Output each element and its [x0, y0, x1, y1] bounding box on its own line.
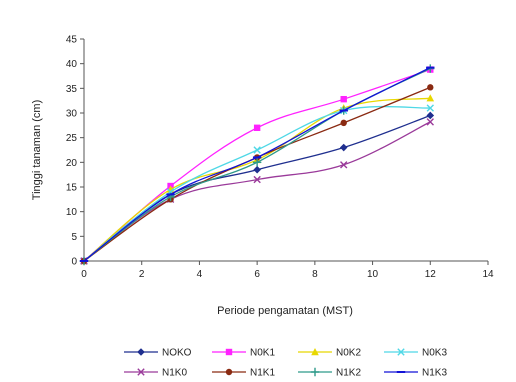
data-point-n1k0: [253, 175, 261, 184]
legend-marker-noko: [137, 348, 145, 356]
legend-marker-n0k3: [397, 348, 405, 356]
data-point-n0k1: [340, 95, 347, 103]
legend-label: NOKO: [162, 348, 192, 359]
data-point-n0k3: [426, 104, 434, 112]
y-tick-label: 5: [71, 232, 77, 243]
legend-label: N1K3: [422, 368, 447, 379]
legend-label: N0K1: [250, 348, 275, 359]
data-point-n1k1: [427, 84, 434, 91]
legend-label: N1K1: [250, 368, 275, 379]
series-line-n1k1: [83, 86, 431, 262]
x-tick-label: 10: [367, 269, 379, 280]
legend-item-n0k3: N0K3: [384, 348, 447, 359]
series-line-noko: [83, 114, 431, 262]
series-lines: [79, 64, 435, 266]
legend-label: N1K2: [336, 368, 361, 379]
axes: [83, 39, 488, 262]
x-tick-label: 2: [139, 269, 145, 280]
legend-marker-n0k2: [311, 348, 319, 356]
legend-item-n0k2: N0K2: [298, 348, 361, 359]
y-tick-label: 35: [66, 84, 78, 95]
data-point-n0k1: [253, 124, 261, 131]
series-n1k2: [79, 64, 435, 266]
data-point-n1k0: [426, 118, 434, 126]
series-n1k0: [80, 118, 434, 265]
data-point-n1k0: [340, 161, 348, 169]
y-tick-label: 10: [66, 207, 78, 218]
y-tick-label: 15: [66, 183, 78, 194]
legend-item-n0k1: N0K1: [212, 348, 275, 359]
legend: NOKO N0K1 N0K2 N0K3 N1K0 N1K1 N1K2 N1K3: [124, 348, 447, 379]
series-line-n1k0: [83, 121, 431, 262]
x-tick-label: 6: [254, 269, 260, 280]
legend-item-n1k1: N1K1: [212, 368, 275, 379]
legend-item-noko: NOKO: [124, 348, 192, 359]
legend-item-n1k2: N1K2: [298, 368, 361, 379]
y-axis-title: Tinggi tanaman (cm): [31, 100, 43, 200]
legend-item-n1k0: N1K0: [124, 368, 187, 379]
data-point-n1k2: [252, 158, 262, 167]
x-axis-title: Periode pengamatan (MST): [217, 305, 353, 317]
legend-label: N0K2: [336, 348, 361, 359]
y-tick-label: 20: [66, 158, 78, 169]
legend-label: N0K3: [422, 348, 447, 359]
y-tick-label: 25: [66, 133, 78, 144]
legend-label: N1K0: [162, 368, 187, 379]
y-axis-ticks: 0 5 10 15 20 25 30 35 40 45: [66, 35, 84, 268]
data-point-n0k3: [253, 146, 261, 154]
data-point-noko: [339, 143, 348, 152]
y-tick-label: 30: [66, 109, 78, 120]
x-axis-ticks: 0 2 4 6 8 10 12 14: [81, 261, 494, 280]
data-point-n1k1: [340, 119, 347, 127]
x-tick-label: 14: [482, 269, 494, 280]
data-point-noko: [253, 165, 261, 174]
x-tick-label: 0: [81, 269, 87, 280]
data-point-n0k2: [426, 94, 435, 102]
series-noko: [80, 111, 435, 265]
legend-item-n1k3: N1K3: [384, 368, 447, 379]
data-point-noko: [426, 111, 435, 120]
x-tick-label: 4: [197, 269, 203, 280]
x-tick-label: 12: [425, 269, 437, 280]
legend-marker-n0k1: [225, 348, 233, 356]
y-tick-label: 45: [66, 35, 78, 46]
legend-marker-n1k0: [137, 368, 145, 376]
y-tick-label: 40: [66, 59, 78, 70]
legend-marker-n1k1: [225, 368, 233, 376]
legend-marker-n1k2: [310, 367, 320, 377]
y-tick-label: 0: [71, 257, 77, 268]
series-n1k3: [79, 66, 435, 262]
series-n1k1: [80, 84, 434, 265]
x-tick-label: 8: [312, 269, 318, 280]
